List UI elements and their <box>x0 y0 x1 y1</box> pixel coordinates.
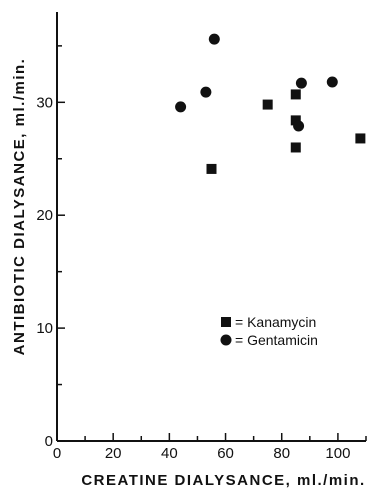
legend-square-marker <box>221 317 231 327</box>
y-tick-label: 30 <box>36 94 53 111</box>
kanamycin-point <box>290 115 301 126</box>
y-axis-title: ANTIBIOTIC DIALYSANCE, ml./min. <box>11 58 28 356</box>
x-tick-label: 80 <box>273 445 290 462</box>
gentamicin-point <box>175 101 187 113</box>
legend-label-kanamycin: = Kanamycin <box>235 314 316 330</box>
x-tick-label: 60 <box>217 445 234 462</box>
x-axis-ticks: 0 20 40 60 80 100 <box>53 433 367 462</box>
gentamicin-point <box>326 76 338 88</box>
kanamycin-point <box>206 163 217 174</box>
kanamycin-point <box>290 142 301 153</box>
x-tick-label: 0 <box>53 445 61 462</box>
kanamycin-point <box>262 99 273 110</box>
gentamicin-point <box>293 120 305 132</box>
gentamicin-point <box>295 77 307 89</box>
y-tick-label: 0 <box>45 433 53 450</box>
kanamycin-point <box>355 133 366 144</box>
y-tick-label: 10 <box>36 320 53 337</box>
gentamicin-point <box>208 33 220 45</box>
legend-label-gentamicin: = Gentamicin <box>235 332 318 348</box>
x-tick-label: 20 <box>105 445 122 462</box>
x-tick-label: 100 <box>325 445 350 462</box>
x-axis-title: CREATINE DIALYSANCE, ml./min. <box>81 472 365 489</box>
kanamycin-point <box>290 89 301 100</box>
legend-circle-marker <box>220 334 232 346</box>
legend: = Kanamycin = Gentamicin <box>220 314 318 348</box>
y-tick-label: 20 <box>36 207 53 224</box>
y-axis-ticks: 0 10 20 30 <box>36 45 65 450</box>
x-tick-label: 40 <box>161 445 178 462</box>
data-points <box>175 33 366 174</box>
axes <box>56 12 366 442</box>
gentamicin-point <box>200 86 212 98</box>
